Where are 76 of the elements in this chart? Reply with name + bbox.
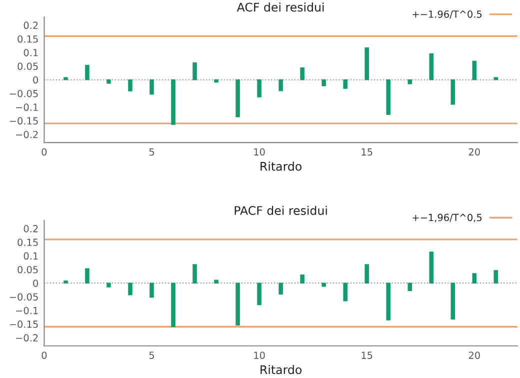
y-tick-label: −0.15 <box>10 117 38 125</box>
bar <box>408 79 412 84</box>
bar <box>85 64 90 80</box>
bar <box>343 79 348 89</box>
y-tick-label: 0.15 <box>18 238 38 246</box>
x-tick-label: 15 <box>362 352 372 359</box>
y-tick-label: −0.05 <box>10 90 38 98</box>
x-tick-label: 5 <box>149 148 154 156</box>
bar <box>278 282 283 294</box>
x-tick-label: 20 <box>468 352 480 359</box>
bar <box>128 79 132 92</box>
x-tick-label: 5 <box>149 352 154 359</box>
y-tick-label: −0.2 <box>16 130 38 138</box>
bar <box>171 79 176 125</box>
bar <box>214 280 218 284</box>
x-axis-title: Ritardo <box>260 162 302 171</box>
bar <box>364 264 369 284</box>
bar <box>64 77 68 80</box>
y-tick-label: 0 <box>33 280 38 287</box>
bar <box>494 270 498 284</box>
bar <box>450 79 456 105</box>
bar <box>85 268 90 284</box>
bar <box>322 79 326 86</box>
bar <box>343 282 348 302</box>
y-tick-label: 0.1 <box>24 48 38 56</box>
y-tick-label: −0.1 <box>16 306 38 314</box>
x-tick-label: 0 <box>42 148 47 156</box>
y-tick-label: −0.05 <box>10 293 38 301</box>
x-tick-label: 15 <box>362 148 372 156</box>
y-tick-label: 0 <box>33 76 38 84</box>
bar <box>192 62 197 80</box>
bar <box>192 264 197 284</box>
bar <box>386 282 390 320</box>
bar <box>236 79 240 118</box>
bar <box>106 79 111 84</box>
y-tick-label: 0.05 <box>18 266 38 274</box>
legend-label: +−1,96/T^0,5 <box>412 214 482 222</box>
bar <box>214 79 218 83</box>
bar <box>322 282 326 287</box>
x-tick-label: 10 <box>254 148 265 156</box>
x-axis-title: Ritardo <box>260 365 302 374</box>
x-tick-label: 20 <box>468 148 480 156</box>
y-tick-label: −0.1 <box>16 104 38 111</box>
y-tick-label: 0.2 <box>24 22 38 30</box>
bar <box>106 282 111 288</box>
bar <box>472 60 477 80</box>
bar <box>429 53 434 80</box>
bar <box>429 252 434 284</box>
bar <box>257 282 262 306</box>
bar <box>171 282 176 328</box>
y-tick-label: −0.2 <box>16 334 38 342</box>
bar <box>494 77 498 80</box>
bar <box>450 282 456 320</box>
bar <box>472 273 477 284</box>
bar <box>364 47 369 80</box>
chart-title: PACF dei residui <box>234 206 327 215</box>
bar <box>64 280 68 284</box>
bar <box>128 282 132 296</box>
bar <box>257 79 262 98</box>
y-tick-label: 0.2 <box>24 225 38 232</box>
y-tick-label: 0.15 <box>18 35 38 43</box>
bar <box>150 79 154 95</box>
bar <box>300 274 304 284</box>
bar <box>278 79 283 92</box>
y-tick-label: 0.05 <box>18 62 38 70</box>
bar <box>386 79 390 115</box>
x-tick-label: 10 <box>254 352 265 359</box>
chart-title: ACF dei residui <box>236 2 324 12</box>
bar <box>300 67 304 80</box>
bar <box>150 282 154 298</box>
bar <box>408 282 412 292</box>
legend-label: +−1.96/T^0.5 <box>412 10 482 19</box>
y-tick-label: −0.15 <box>10 320 38 328</box>
y-tick-label: 0.1 <box>24 252 38 260</box>
x-tick-label: 0 <box>42 352 47 359</box>
bar <box>236 282 240 326</box>
